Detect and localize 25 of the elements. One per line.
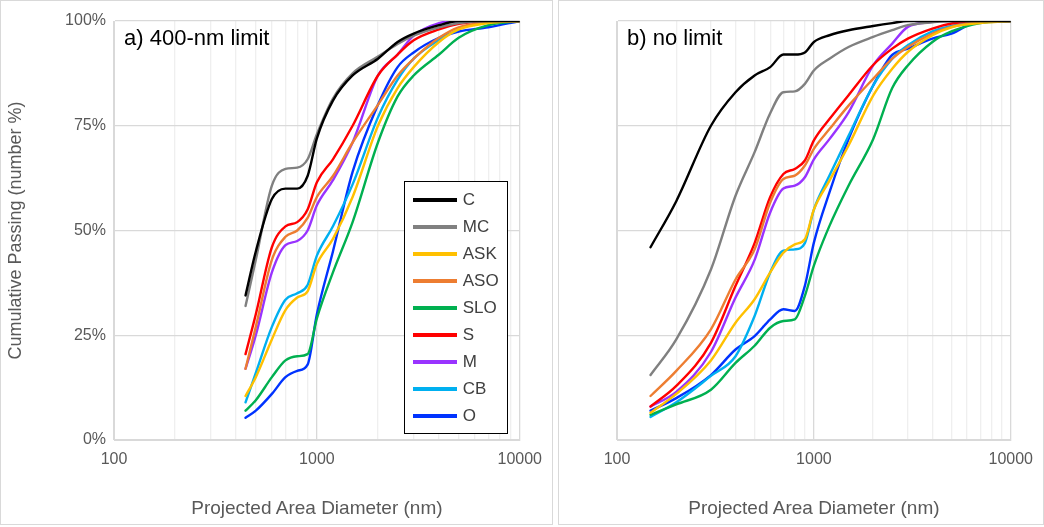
x-tick-label: 10000 <box>497 450 543 468</box>
x-tick-label: 1000 <box>299 450 335 468</box>
legend-label: CB <box>462 378 487 399</box>
legend-label: O <box>462 405 476 426</box>
legend-label: SLO <box>462 297 497 318</box>
x-axis-title: Projected Area Diameter (nm) <box>191 496 443 518</box>
legend-label: C <box>462 189 476 210</box>
y-tick-label: 50% <box>73 220 106 238</box>
x-tick-label: 1000 <box>796 450 832 468</box>
y-tick-label: 75% <box>73 116 106 134</box>
legend-label: S <box>462 324 475 345</box>
x-axis-title: Projected Area Diameter (nm) <box>688 496 940 518</box>
y-tick-label: 25% <box>73 325 106 343</box>
legend-label: ASK <box>462 243 497 264</box>
y-tick-label: 100% <box>65 11 106 29</box>
chart-title: a) 400-nm limit <box>124 25 270 51</box>
y-axis-title: Cumulative Passing (number %) <box>4 101 25 360</box>
chart-title: b) no limit <box>627 25 723 51</box>
x-tick-label: 100 <box>100 450 128 468</box>
legend-label: ASO <box>462 270 499 291</box>
x-tick-label: 10000 <box>988 450 1034 468</box>
x-tick-label: 100 <box>603 450 631 468</box>
legend-label: MC <box>462 216 490 237</box>
legend-label: M <box>462 351 477 372</box>
y-tick-label: 0% <box>82 430 106 448</box>
